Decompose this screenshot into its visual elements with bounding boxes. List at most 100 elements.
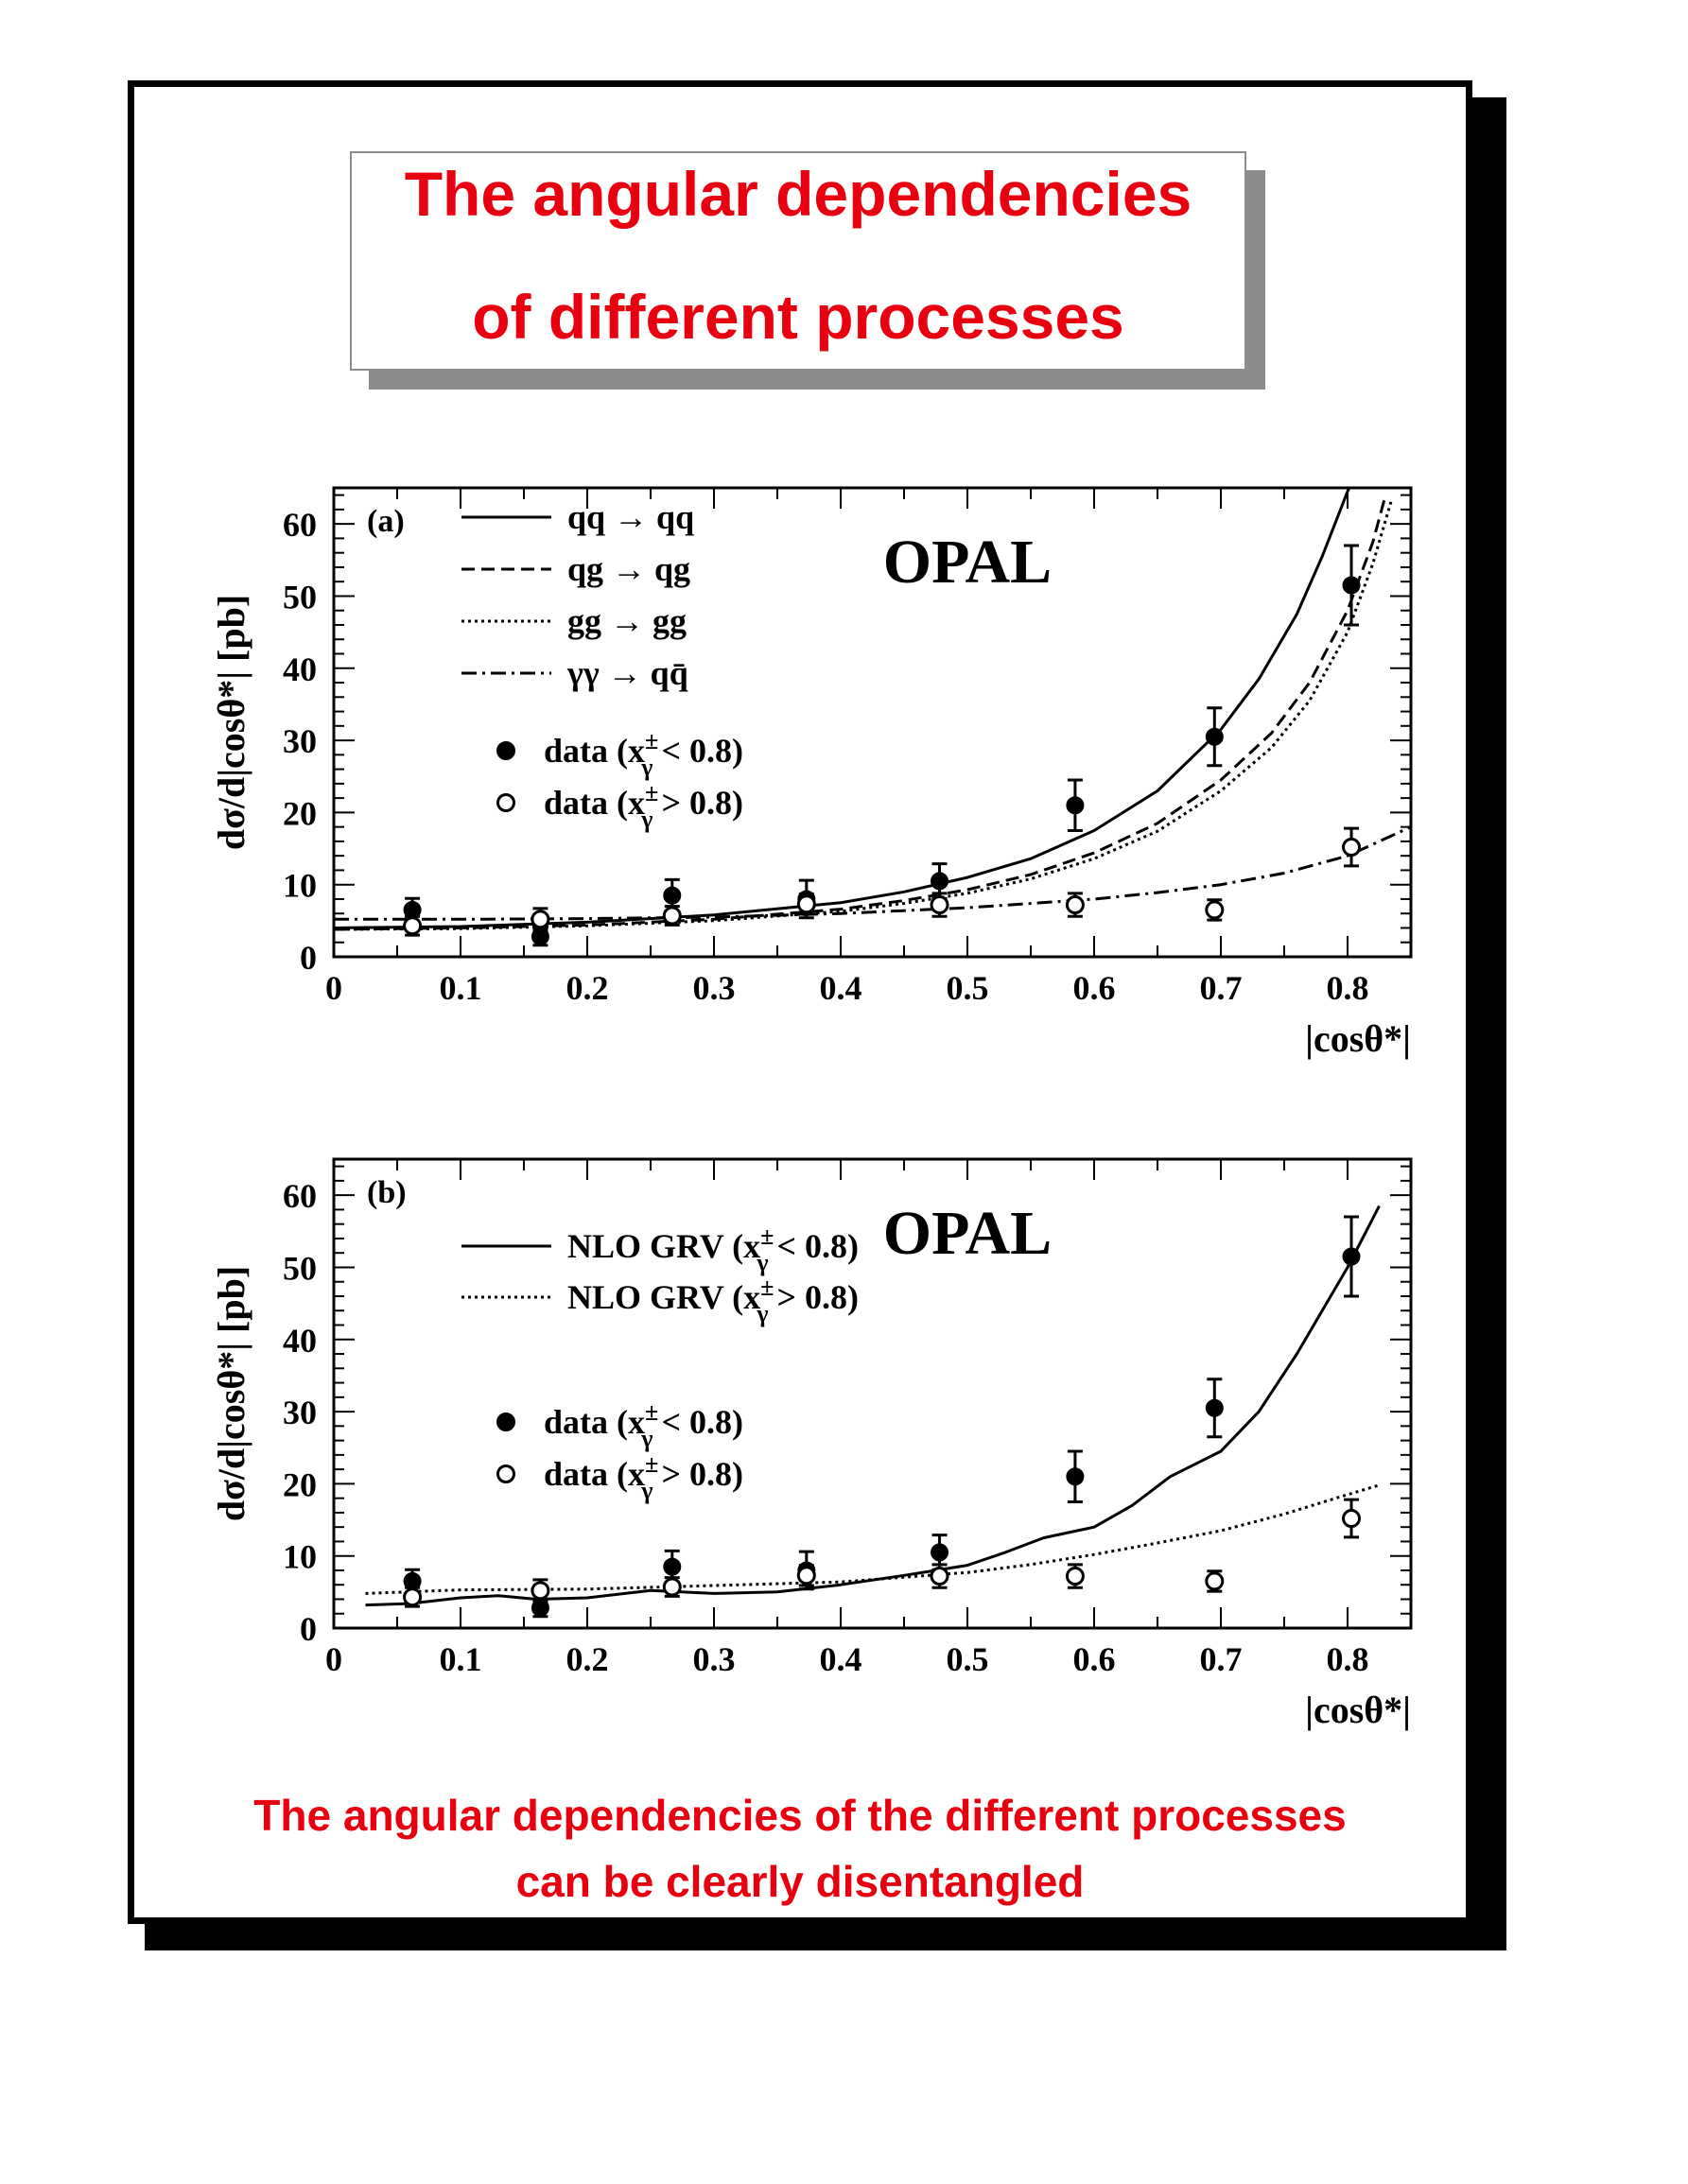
data-point-open: [403, 916, 423, 936]
y-tick-label: 10: [283, 867, 317, 905]
y-tick-label: 0: [300, 1610, 317, 1648]
data-point-open: [1065, 895, 1085, 915]
theory-curves: [365, 1205, 1381, 1607]
x-tick-label: 0.6: [1073, 1640, 1116, 1678]
curve-dotted: [365, 1483, 1380, 1595]
data-point-open: [1065, 1567, 1085, 1586]
legend-curve-label-text: qg → qg: [567, 550, 690, 588]
y-tick-label: 50: [283, 578, 317, 615]
legend-marker-filled: [496, 1413, 515, 1431]
y-axis-label: dσ/d|cosθ*| [pb]: [210, 595, 252, 850]
x-axis-label: |cosθ*|: [1305, 1689, 1411, 1731]
legend-curve-label-text: NLO GRV (x: [567, 1227, 760, 1265]
data-point-open: [531, 910, 550, 929]
data-point-filled: [1066, 796, 1085, 815]
legend-series-label-text: data (x: [544, 1455, 645, 1493]
legend-series-label-text: data (x: [544, 784, 645, 822]
legend-sub: γ: [756, 1300, 768, 1327]
legend-sub: γ: [756, 1249, 768, 1276]
x-tick-label: 0.7: [1200, 969, 1243, 1007]
data-point-open: [662, 1577, 682, 1597]
data-point-open: [531, 1581, 550, 1601]
data-point-open: [1205, 900, 1225, 920]
legend-sup: ±: [760, 1222, 774, 1250]
data-point-open: [1342, 838, 1362, 858]
legend-sub: γ: [640, 1425, 653, 1452]
x-tick-label: 0: [325, 969, 342, 1007]
y-tick-label: 60: [283, 1177, 317, 1215]
theory-curves: [334, 488, 1411, 931]
data-series-high-x: [403, 826, 1362, 937]
data-point-open: [796, 894, 816, 914]
data-point-open: [1342, 1509, 1362, 1529]
legend-curve-label: qq → qq: [567, 498, 694, 536]
legend-series-label-suffix: > 0.8): [653, 1455, 743, 1493]
x-tick-label: 0.8: [1327, 969, 1369, 1007]
data-series-high-x: [403, 1498, 1362, 1608]
data-point-filled: [931, 872, 949, 891]
legend-curve-label: qg → qg: [567, 550, 690, 588]
plot-frame: [332, 486, 1413, 959]
data-point-filled: [931, 1543, 949, 1562]
x-tick-label: 0.4: [820, 1640, 862, 1678]
x-tick-label: 0.1: [440, 1640, 482, 1678]
conclusion-line-2: can be clearly disentangled: [515, 1857, 1085, 1906]
legend-series-label-suffix: < 0.8): [653, 732, 743, 770]
legend-series-label: data (x± γ < 0.8): [544, 1398, 743, 1452]
data-point-filled: [663, 1557, 682, 1576]
y-axis-label: dσ/d|cosθ*| [pb]: [210, 1266, 252, 1521]
legend-curve-label: gg → gg: [567, 602, 687, 640]
data-point-filled: [1066, 1467, 1085, 1486]
legend-sup: ±: [645, 1398, 658, 1426]
y-tick-label: 30: [283, 722, 317, 760]
data-point-filled: [1342, 576, 1361, 595]
legend-series-label: data (x± γ > 0.8): [544, 1450, 743, 1504]
legend-sub: γ: [640, 1477, 653, 1504]
x-axis-label: |cosθ*|: [1305, 1017, 1411, 1060]
data-point-filled: [663, 886, 682, 905]
curve-dashdot: [334, 825, 1411, 921]
x-tick-label: 0.3: [693, 1640, 736, 1678]
data-point-open: [930, 1567, 949, 1586]
title-line-1: The angular dependencies: [404, 159, 1192, 229]
data-point-open: [796, 1566, 816, 1586]
title-line-2: of different processes: [472, 282, 1124, 352]
curve-dashed: [334, 494, 1387, 931]
data-point-filled: [1342, 1247, 1361, 1266]
experiment-label: OPAL: [883, 1199, 1052, 1268]
data-point-filled: [1205, 1398, 1224, 1417]
legend-sup: ±: [645, 779, 658, 806]
x-tick-label: 0.5: [947, 1640, 989, 1678]
legend-curve-label-suffix: > 0.8): [769, 1278, 860, 1316]
legend-sub: γ: [640, 806, 653, 833]
y-tick-label: 0: [300, 939, 317, 977]
legend-marker-open: [496, 793, 515, 812]
y-tick-label: 10: [283, 1538, 317, 1576]
legend-curve-label: γγ → qq̄: [566, 654, 688, 692]
legend-sup: ±: [645, 1450, 658, 1478]
x-tick-label: 0.6: [1073, 969, 1116, 1007]
legend: NLO GRV (x± γ < 0.8)NLO GRV (x± γ > 0.8)da…: [461, 1222, 859, 1504]
x-tick-label: 0.5: [947, 969, 989, 1007]
x-tick-label: 0.2: [566, 969, 609, 1007]
legend-sup: ±: [645, 727, 658, 754]
curve-solid: [365, 1205, 1381, 1607]
legend-curve-label: NLO GRV (x± γ > 0.8): [567, 1274, 859, 1327]
data-series-low-x: [403, 1215, 1361, 1619]
legend-series-label: data (x± γ < 0.8): [544, 727, 743, 781]
legend-series-label-text: data (x: [544, 1403, 645, 1441]
conclusion-line-1: The angular dependencies of the differen…: [253, 1791, 1347, 1840]
y-tick-label: 20: [283, 1465, 317, 1503]
legend-series-label: data (x± γ > 0.8): [544, 779, 743, 833]
chart-panel-b: 0 0.1 0.2 0.3 0.4 0.5 0.6 0.7 0.8 0 10 20 30 40 50 60 |c…: [210, 1157, 1413, 1731]
panel-label: (b): [367, 1175, 407, 1210]
data-point-open: [403, 1587, 423, 1607]
legend-marker-filled: [496, 741, 515, 760]
y-tick-label: 50: [283, 1249, 317, 1287]
legend-curve-label-suffix: < 0.8): [769, 1227, 860, 1265]
y-tick-label: 20: [283, 794, 317, 832]
x-tick-label: 0.2: [566, 1640, 609, 1678]
data-point-open: [662, 906, 682, 926]
y-tick-label: 40: [283, 1322, 317, 1360]
